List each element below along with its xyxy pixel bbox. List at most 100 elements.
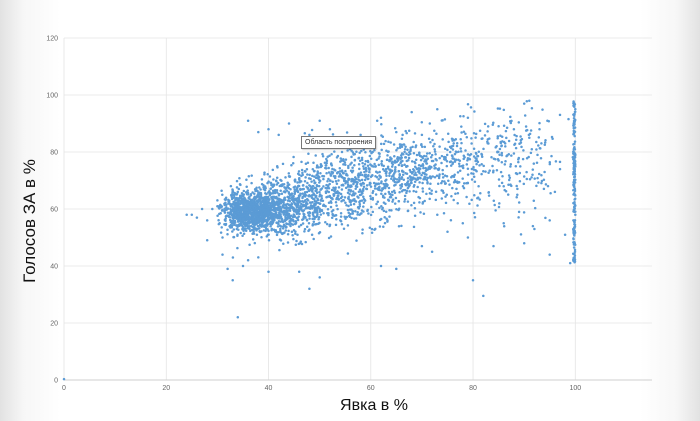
- data-point: [460, 141, 463, 145]
- data-point: [364, 160, 368, 163]
- data-point: [371, 189, 375, 193]
- data-point: [244, 211, 247, 214]
- data-point: [361, 161, 364, 165]
- data-point: [423, 171, 426, 175]
- data-point: [292, 186, 296, 189]
- data-point: [301, 171, 304, 175]
- data-point: [285, 205, 288, 209]
- data-point: [573, 254, 577, 257]
- data-point: [573, 250, 577, 254]
- data-point: [302, 184, 305, 187]
- data-point: [425, 173, 428, 176]
- data-point: [429, 182, 432, 186]
- data-point: [357, 190, 361, 194]
- data-point: [415, 167, 419, 171]
- data-point: [405, 152, 408, 155]
- data-point: [548, 162, 552, 166]
- data-point: [572, 155, 576, 159]
- data-point: [271, 189, 275, 192]
- data-point: [238, 182, 242, 186]
- data-point: [307, 222, 311, 225]
- data-point: [259, 188, 262, 191]
- data-point: [224, 217, 227, 220]
- data-point: [563, 233, 567, 236]
- data-point: [379, 181, 383, 185]
- data-point: [390, 165, 394, 168]
- data-point: [265, 228, 268, 231]
- data-point: [296, 181, 299, 184]
- data-point: [543, 143, 547, 146]
- data-point: [428, 122, 432, 125]
- data-point: [358, 151, 361, 155]
- data-point: [227, 200, 230, 203]
- data-point: [353, 176, 357, 179]
- data-point: [260, 178, 264, 181]
- data-point: [347, 195, 350, 199]
- data-point: [267, 207, 270, 210]
- data-point: [548, 253, 551, 256]
- data-point: [550, 154, 553, 158]
- data-point: [313, 202, 316, 206]
- data-point: [400, 169, 404, 173]
- data-point: [239, 219, 242, 223]
- data-point: [533, 227, 536, 231]
- data-point: [239, 207, 243, 210]
- data-point: [339, 192, 343, 196]
- data-point: [395, 130, 398, 134]
- data-point: [323, 161, 327, 164]
- data-point: [267, 270, 270, 273]
- data-point: [386, 220, 389, 223]
- data-point: [362, 201, 366, 205]
- data-point: [428, 192, 432, 195]
- data-point: [476, 154, 480, 158]
- data-point: [243, 196, 246, 200]
- data-point: [434, 198, 438, 202]
- data-point: [407, 156, 411, 160]
- data-point: [356, 211, 359, 214]
- data-point: [241, 212, 244, 215]
- data-point: [461, 166, 465, 170]
- data-point: [296, 201, 299, 204]
- data-point: [546, 119, 549, 123]
- data-point: [340, 169, 344, 172]
- data-point: [385, 217, 388, 220]
- data-point: [572, 178, 576, 182]
- data-point: [373, 228, 376, 231]
- data-point: [454, 138, 458, 141]
- data-point: [415, 173, 418, 177]
- data-point: [409, 149, 412, 153]
- data-point: [232, 212, 236, 216]
- data-point: [412, 225, 416, 229]
- data-point: [236, 246, 239, 250]
- data-point: [296, 216, 299, 220]
- data-point: [423, 177, 426, 181]
- data-point: [251, 232, 254, 235]
- data-point: [253, 241, 257, 245]
- data-point: [393, 191, 397, 195]
- data-point: [504, 145, 507, 148]
- data-point: [344, 169, 347, 173]
- data-point: [400, 145, 404, 148]
- data-point: [453, 152, 457, 156]
- data-point: [304, 204, 308, 207]
- data-point: [385, 149, 388, 152]
- data-point: [530, 106, 534, 110]
- data-point: [246, 119, 250, 122]
- data-point: [317, 184, 321, 188]
- data-point: [357, 178, 360, 181]
- data-point: [538, 127, 541, 131]
- data-point: [492, 121, 495, 125]
- data-point: [535, 148, 538, 151]
- data-point: [269, 211, 272, 214]
- data-point: [491, 164, 494, 168]
- data-point: [377, 163, 381, 167]
- data-point: [357, 157, 360, 160]
- data-point: [487, 194, 491, 197]
- data-point: [259, 191, 263, 195]
- data-point: [459, 138, 462, 141]
- data-point: [434, 152, 437, 156]
- data-point: [397, 180, 400, 183]
- data-point: [496, 107, 500, 110]
- data-point: [462, 186, 466, 190]
- data-point: [322, 177, 325, 181]
